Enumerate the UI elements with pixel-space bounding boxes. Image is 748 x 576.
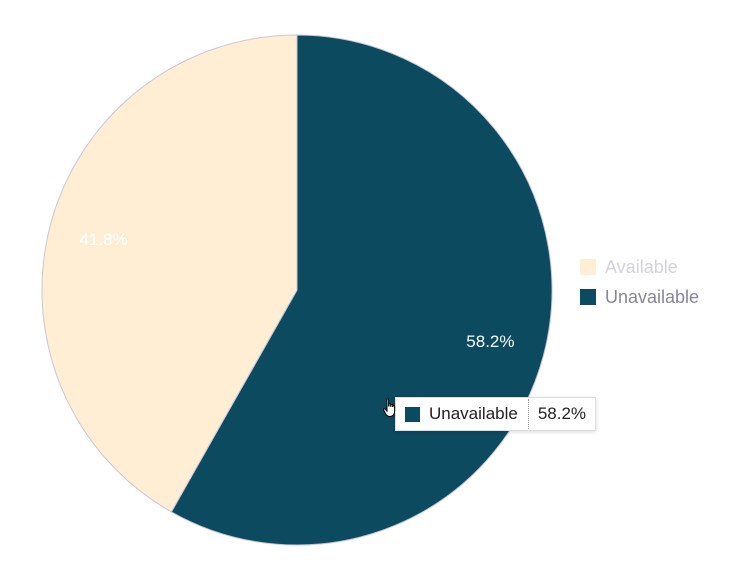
pie-slice-available[interactable]	[41, 34, 298, 513]
legend-item-unavailable[interactable]: Unavailable	[580, 282, 699, 312]
legend-swatch-available	[580, 259, 596, 275]
data-label-unavailable: 58.2%	[466, 332, 514, 351]
legend-label-unavailable: Unavailable	[605, 286, 700, 307]
data-label-available: 41.8%	[79, 230, 127, 249]
legend-label-available: Available	[605, 256, 678, 277]
legend-swatch-unavailable	[580, 289, 596, 305]
legend: Available Unavailable	[580, 252, 699, 312]
tooltip-value: 58.2%	[537, 404, 587, 423]
tooltip-label: Unavailable	[429, 399, 529, 429]
legend-item-available[interactable]: Available	[580, 252, 699, 282]
hand-pointer-icon	[382, 398, 396, 418]
tooltip: Unavailable 58.2%	[395, 397, 597, 431]
tooltip-swatch	[405, 406, 420, 422]
